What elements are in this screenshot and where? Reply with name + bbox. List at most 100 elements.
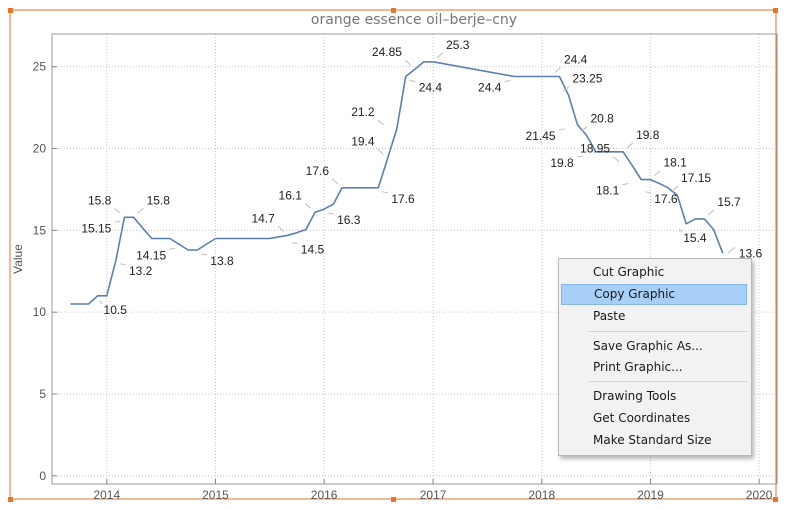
data-label-leader bbox=[645, 191, 652, 194]
data-label-leader bbox=[377, 119, 384, 126]
data-label-leader bbox=[404, 59, 412, 66]
data-label: 15.8 bbox=[147, 193, 171, 207]
data-label: 14.15 bbox=[136, 248, 166, 262]
y-tick-label: 20 bbox=[33, 142, 47, 156]
menu-item-get-coordinates[interactable]: Get Coordinates bbox=[593, 411, 691, 425]
y-tick-label: 25 bbox=[33, 60, 47, 74]
data-label-leader bbox=[382, 191, 389, 194]
data-label: 24.4 bbox=[478, 81, 502, 95]
data-label-leader bbox=[576, 155, 583, 158]
data-label-leader bbox=[436, 52, 444, 59]
menu-item-copy-graphic[interactable]: Copy Graphic bbox=[561, 284, 747, 305]
data-label: 20.8 bbox=[591, 111, 615, 125]
data-label-leader bbox=[304, 202, 312, 209]
data-label-leader bbox=[626, 142, 634, 149]
menu-item-make-standard-size[interactable]: Make Standard Size bbox=[593, 433, 712, 447]
resize-handle-bottom-left[interactable] bbox=[8, 497, 13, 502]
menu-separator bbox=[589, 381, 747, 382]
data-label: 17.6 bbox=[654, 192, 678, 206]
data-label: 16.1 bbox=[279, 188, 303, 202]
x-tick-label: 2019 bbox=[637, 488, 664, 502]
menu-item-paste[interactable]: Paste bbox=[593, 309, 626, 323]
data-label: 24.85 bbox=[372, 45, 402, 59]
data-label-leader bbox=[654, 170, 661, 177]
resize-handle-top-right[interactable] bbox=[773, 8, 778, 13]
plot-frame bbox=[51, 33, 778, 485]
y-tick-label: 10 bbox=[33, 305, 47, 319]
data-label: 19.8 bbox=[636, 128, 660, 142]
y-axis-label: Value bbox=[11, 244, 25, 274]
data-label-leader bbox=[114, 220, 121, 223]
data-label-leader bbox=[99, 300, 103, 305]
x-tick-label: 2018 bbox=[528, 488, 555, 502]
data-label: 19.8 bbox=[550, 156, 574, 170]
resize-handle-top[interactable] bbox=[391, 8, 396, 13]
data-label-leader bbox=[581, 126, 588, 132]
data-label: 14.7 bbox=[251, 211, 275, 225]
resize-handle-top-left[interactable] bbox=[8, 8, 13, 13]
x-tick-label: 2017 bbox=[420, 488, 447, 502]
data-label: 15.7 bbox=[717, 195, 741, 209]
data-label-leader bbox=[678, 228, 683, 233]
data-label: 24.4 bbox=[419, 81, 443, 95]
y-tick-label: 5 bbox=[39, 387, 46, 401]
chart-title: orange essence oil–berje–cny bbox=[311, 12, 517, 28]
data-label: 21.45 bbox=[526, 129, 556, 143]
x-tick-label: 2016 bbox=[311, 488, 338, 502]
data-label-leader bbox=[558, 128, 565, 131]
data-label-leader bbox=[119, 263, 126, 266]
data-label-leader bbox=[137, 207, 144, 214]
data-label-leader bbox=[277, 225, 285, 232]
menu-item-cut-graphic[interactable]: Cut Graphic bbox=[593, 265, 665, 279]
data-label: 24.4 bbox=[564, 53, 588, 67]
resize-handle-bottom[interactable] bbox=[391, 497, 396, 502]
data-label: 15.15 bbox=[81, 221, 111, 235]
data-label-leader bbox=[622, 183, 629, 186]
data-label: 18.1 bbox=[663, 156, 687, 170]
data-label: 17.6 bbox=[306, 164, 330, 178]
data-label: 14.5 bbox=[301, 243, 325, 257]
data-labels: 10.5 15.8 15.15 13.2 15.8 14.15 13.8 14.7 14.5 16… bbox=[81, 38, 762, 317]
series-line bbox=[70, 61, 724, 305]
data-label-leader bbox=[377, 148, 384, 155]
data-label-leader bbox=[563, 85, 570, 92]
gridlines bbox=[52, 34, 777, 484]
data-label-leader bbox=[169, 247, 176, 250]
y-tick-label: 0 bbox=[39, 469, 46, 483]
data-label-leader bbox=[331, 178, 339, 185]
menu-separator bbox=[589, 331, 747, 332]
data-label-leader bbox=[114, 207, 121, 214]
data-label: 13.2 bbox=[129, 264, 153, 278]
data-label: 16.3 bbox=[337, 213, 361, 227]
data-label-leader bbox=[708, 209, 715, 216]
menu-item-drawing-tools[interactable]: Drawing Tools bbox=[593, 389, 677, 403]
x-tick-label: 2020 bbox=[746, 488, 773, 502]
data-label: 15.4 bbox=[683, 231, 707, 245]
data-label-leader bbox=[201, 253, 208, 256]
x-tick-label: 2015 bbox=[202, 488, 229, 502]
menu-item-save-graphic-as[interactable]: Save Graphic As... bbox=[593, 339, 703, 353]
data-label-leader bbox=[612, 156, 620, 163]
x-tick-label: 2014 bbox=[93, 488, 120, 502]
context-menu: Cut Graphic Copy Graphic Paste Save Grap… bbox=[558, 258, 752, 456]
data-label: 17.6 bbox=[391, 192, 415, 206]
data-label: 21.2 bbox=[351, 105, 375, 119]
menu-item-print-graphic[interactable]: Print Graphic... bbox=[593, 360, 683, 374]
data-label: 13.8 bbox=[210, 254, 234, 268]
resize-handle-bottom-right[interactable] bbox=[773, 497, 778, 502]
data-label-leader bbox=[671, 185, 679, 192]
data-label: 15.8 bbox=[88, 193, 112, 207]
data-label: 25.3 bbox=[446, 38, 470, 52]
data-label-leader bbox=[554, 67, 562, 73]
data-label: 19.4 bbox=[351, 134, 375, 148]
data-label: 10.5 bbox=[104, 303, 128, 317]
y-tick-label: 15 bbox=[33, 223, 47, 237]
data-label-leader bbox=[328, 212, 334, 215]
data-label: 13.6 bbox=[739, 246, 763, 260]
data-label: 18.1 bbox=[596, 184, 620, 198]
data-label: 23.25 bbox=[572, 71, 602, 85]
data-label-leader bbox=[291, 242, 298, 245]
data-label-leader bbox=[504, 80, 511, 83]
